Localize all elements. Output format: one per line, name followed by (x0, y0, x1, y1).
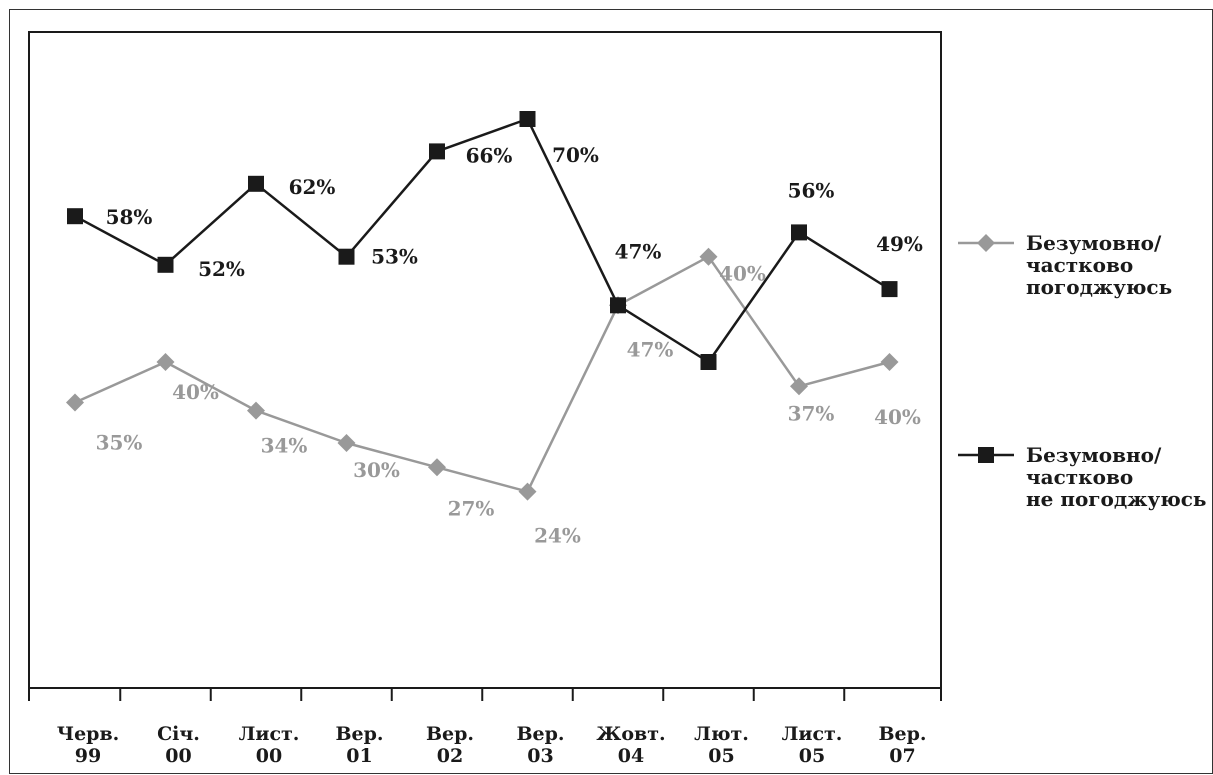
x-tick-label: Січ. 00 (157, 723, 200, 767)
legend-marker (977, 234, 995, 252)
data-point (337, 434, 356, 452)
data-point (67, 208, 83, 225)
data-label: 53% (371, 245, 418, 269)
data-point (700, 354, 717, 370)
data-point (699, 247, 718, 266)
data-point (248, 175, 264, 192)
legend: Безумовно/частково погоджуюсь Безумовно/ча… (958, 231, 1207, 511)
data-label: 47% (627, 337, 674, 361)
x-tick-label: Лист. 05 (782, 723, 843, 767)
x-tick-label: Вер. 07 (878, 723, 926, 767)
data-label: 56% (788, 178, 835, 202)
data-point (881, 281, 898, 298)
data-label: 49% (876, 232, 923, 256)
x-tick-label: Черв. 99 (57, 723, 120, 767)
data-label: 30% (353, 458, 400, 482)
data-label: 62% (289, 175, 336, 199)
x-tick-label: Вер. 01 (335, 723, 383, 767)
legend-item: Безумовно/частково погоджуюсь (958, 231, 1172, 299)
legend-marker (978, 447, 994, 463)
x-axis-ticks (28, 688, 942, 701)
data-point (338, 248, 355, 265)
data-point (157, 256, 174, 273)
data-label: 40% (874, 405, 921, 429)
legend-label: Безумовно/частково погоджуюсь (1026, 231, 1172, 299)
data-point (518, 482, 537, 501)
data-label: 40% (172, 380, 219, 404)
data-label: 34% (261, 434, 308, 458)
legend-label: Безумовно/частково не погоджуюсь (1026, 443, 1207, 511)
data-point (66, 393, 84, 412)
data-label: 47% (615, 239, 662, 263)
series-line (74, 117, 891, 364)
x-tick-label: Лют. 05 (694, 723, 749, 767)
data-point (519, 111, 536, 127)
plot-area-frame (28, 31, 942, 689)
x-tick-label: Вер. 03 (516, 723, 564, 767)
data-label: 70% (552, 143, 599, 167)
x-tick-label: Вер. 02 (426, 723, 474, 767)
x-tick-label: Жовт. 04 (596, 723, 665, 767)
data-point (790, 377, 808, 396)
series-markers (66, 111, 899, 501)
data-labels: 35% 40% 34% 30% 27% 24% 47% 40% 37% 40% 58% 52% 62% 5… (96, 143, 923, 548)
data-point (610, 297, 626, 314)
data-label: 27% (448, 496, 495, 520)
data-point (880, 353, 899, 371)
data-point (428, 458, 446, 477)
data-label: 58% (106, 205, 153, 229)
data-label: 66% (466, 143, 513, 167)
series-lines (74, 117, 891, 493)
series-line (74, 255, 890, 493)
data-label: 35% (96, 431, 143, 455)
data-point (247, 401, 265, 420)
data-label: 37% (788, 401, 835, 425)
data-label: 52% (198, 257, 245, 281)
data-point (791, 224, 807, 241)
x-tick-label: Лист. 00 (239, 723, 300, 767)
data-label: 24% (534, 524, 581, 548)
x-axis-tick-labels: Черв. 99 Січ. 00 Лист. 00 Вер. 01 Вер. 02 Вер. 03 Жо… (57, 723, 927, 767)
data-point (156, 353, 175, 371)
data-point (429, 143, 445, 160)
legend-item: Безумовно/частково не погоджуюсь (958, 443, 1207, 511)
data-label: 40% (719, 262, 766, 286)
